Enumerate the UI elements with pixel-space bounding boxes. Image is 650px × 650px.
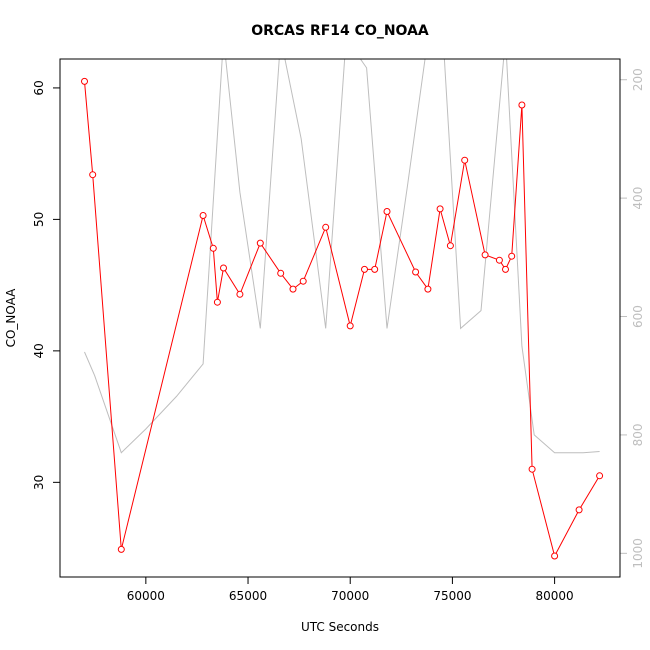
series-line-right (84, 59, 600, 454)
data-point (236, 290, 244, 298)
y2-tick-label: 800 (631, 423, 645, 446)
data-point (89, 171, 97, 179)
data-point (461, 156, 469, 164)
data-point (81, 77, 88, 85)
data-point (446, 242, 454, 250)
x-tick-label: 60000 (127, 589, 165, 603)
data-point (209, 244, 217, 252)
data-point (383, 208, 391, 215)
data-point (551, 552, 559, 560)
clipped-series (81, 59, 604, 560)
y-tick-label: 50 (32, 212, 46, 227)
data-point (528, 465, 536, 473)
data-point (596, 472, 604, 480)
y2-tick-label: 600 (631, 305, 645, 328)
chart-title: ORCAS RF14 CO_NOAA (251, 23, 429, 39)
data-point (424, 285, 432, 293)
y-tick-label: 60 (32, 80, 46, 95)
y-tick-label: 40 (32, 343, 46, 358)
data-point (289, 285, 297, 293)
y2-tick-label: 200 (631, 68, 645, 91)
x-tick-label: 65000 (229, 589, 267, 603)
y-axis-label: CO_NOAA (4, 288, 18, 348)
x-tick-label: 75000 (433, 589, 471, 603)
data-point (213, 298, 221, 306)
data-point (361, 265, 368, 273)
data-point (502, 265, 509, 273)
y2-tick-label: 1000 (631, 538, 645, 569)
x-axis-label: UTC Seconds (301, 620, 379, 634)
data-point (117, 545, 125, 553)
x-tick-label: 80000 (536, 589, 574, 603)
data-point (322, 223, 330, 231)
plot-frame (59, 58, 621, 578)
data-point (518, 101, 526, 109)
data-point (575, 506, 583, 514)
data-point (220, 264, 227, 272)
data-point (495, 256, 503, 264)
data-point (412, 268, 420, 276)
data-point (299, 277, 307, 285)
data-point (508, 252, 516, 260)
data-point (277, 269, 285, 277)
y2-tick-label: 400 (631, 187, 645, 210)
data-point (481, 251, 489, 259)
x-tick-label: 70000 (331, 589, 369, 603)
data-point (346, 322, 354, 330)
data-point (199, 212, 207, 219)
series-layer (81, 59, 604, 560)
data-point (256, 239, 264, 247)
data-point (371, 265, 379, 273)
y-tick-label: 30 (32, 475, 46, 490)
data-point (436, 205, 444, 213)
